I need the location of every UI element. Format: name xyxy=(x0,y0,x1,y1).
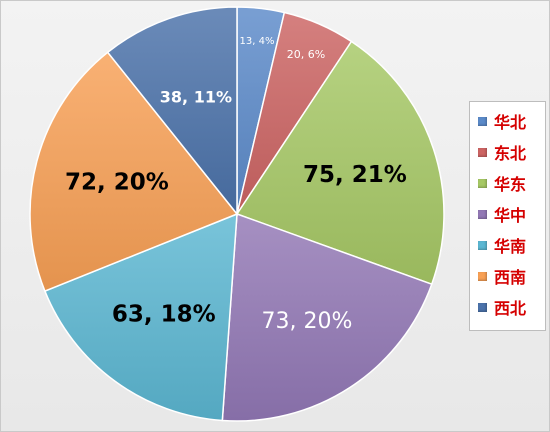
legend-swatch xyxy=(478,209,487,219)
data-label-6: 72, 20% xyxy=(65,169,169,195)
data-label-7: 38, 11% xyxy=(160,87,232,106)
legend-label: 华中 xyxy=(494,206,527,225)
pie-slice-3 xyxy=(235,40,445,286)
legend: 华北东北华东华中华南西南西北 xyxy=(469,101,546,331)
legend-label: 东北 xyxy=(494,144,527,163)
data-label-3: 75, 21% xyxy=(303,162,407,188)
data-label-1: 13, 4% xyxy=(240,36,275,47)
legend-label: 华东 xyxy=(494,175,527,194)
legend-item-1: 华北 xyxy=(478,110,526,132)
legend-item-4: 华中 xyxy=(478,203,526,225)
legend-swatch xyxy=(478,116,487,126)
data-label-2: 20, 6% xyxy=(287,48,325,61)
legend-label: 华南 xyxy=(494,237,527,256)
legend-swatch xyxy=(478,302,487,312)
legend-swatch xyxy=(478,240,487,250)
pie-slice-4 xyxy=(221,212,433,422)
legend-swatch xyxy=(478,147,487,157)
legend-label: 西北 xyxy=(494,299,527,318)
legend-item-6: 西南 xyxy=(478,265,526,287)
legend-item-5: 华南 xyxy=(478,234,526,256)
legend-item-2: 东北 xyxy=(478,141,526,163)
pie-slice-6 xyxy=(29,51,239,293)
legend-swatch xyxy=(478,178,487,188)
legend-swatch xyxy=(478,271,487,281)
legend-item-7: 西北 xyxy=(478,296,526,318)
data-label-5: 63, 18% xyxy=(112,301,216,327)
data-label-4: 73, 20% xyxy=(262,309,353,334)
pie-slice-7 xyxy=(106,6,238,217)
legend-label: 西南 xyxy=(494,268,527,287)
legend-label: 华北 xyxy=(494,113,527,132)
pie-slice-5 xyxy=(43,212,238,422)
legend-item-3: 华东 xyxy=(478,172,526,194)
